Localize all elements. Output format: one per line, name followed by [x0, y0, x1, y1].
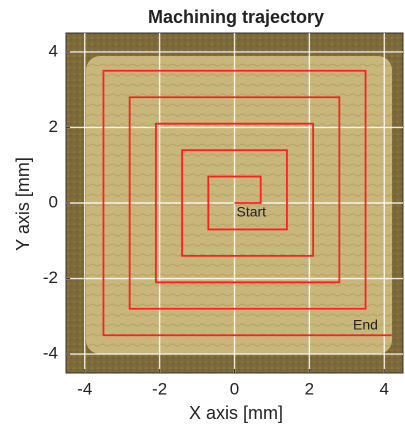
x-axis-label: X axis [mm]	[189, 403, 283, 423]
y-tick-label: 2	[49, 117, 58, 136]
chart-title: Machining trajectory	[148, 7, 324, 27]
x-tick-label: -4	[77, 379, 92, 398]
y-tick-label: 0	[49, 192, 58, 211]
x-tick-label: 4	[380, 379, 389, 398]
y-axis-label: Y axis [mm]	[13, 157, 33, 251]
y-tick-label: 4	[49, 41, 58, 60]
annotation: Start	[237, 204, 267, 220]
chart: Machining trajectory X axis [mm] Y axis …	[0, 0, 405, 432]
y-tick-label: -2	[43, 268, 58, 287]
annotation: End	[353, 317, 378, 333]
x-tick-label: 0	[230, 379, 239, 398]
y-tick-label: -4	[43, 344, 58, 363]
x-tick-label: -2	[152, 379, 167, 398]
x-tick-label: 2	[305, 379, 314, 398]
